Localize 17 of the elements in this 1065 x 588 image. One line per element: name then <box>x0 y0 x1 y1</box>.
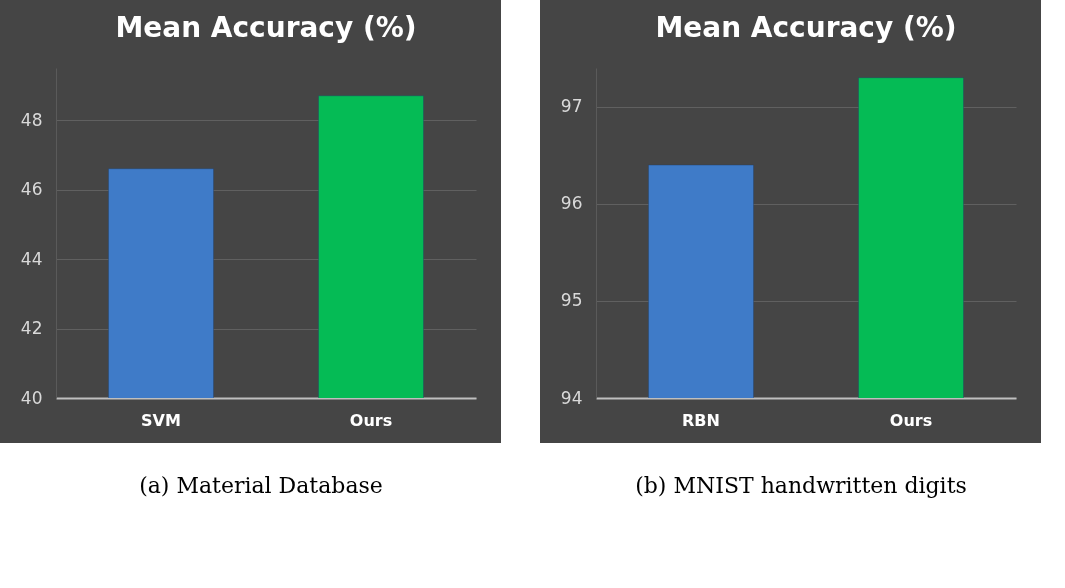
y-tick-label: 40 <box>20 387 43 408</box>
y-tick-label: 95 <box>560 290 583 311</box>
x-tick-label: SVM <box>141 410 181 430</box>
y-tick-label: 96 <box>560 193 583 214</box>
y-tick-label: 42 <box>20 318 43 339</box>
x-tick-label: RBN <box>682 410 720 430</box>
y-tick-label: 94 <box>560 387 583 408</box>
x-tick-label: Ours <box>889 410 933 430</box>
y-tick-label: 97 <box>560 96 583 117</box>
y-tick-label: 46 <box>20 179 43 200</box>
x-tick-label: Ours <box>349 410 393 430</box>
chart-title: Mean Accuracy (%) <box>655 11 957 44</box>
y-tick-label: 48 <box>20 109 43 130</box>
y-tick-label: 44 <box>20 248 43 269</box>
text: (a) Material Database <box>138 473 384 498</box>
text: (b) MNIST handwritten digits <box>634 473 968 498</box>
chart-title: Mean Accuracy (%) <box>115 11 417 44</box>
